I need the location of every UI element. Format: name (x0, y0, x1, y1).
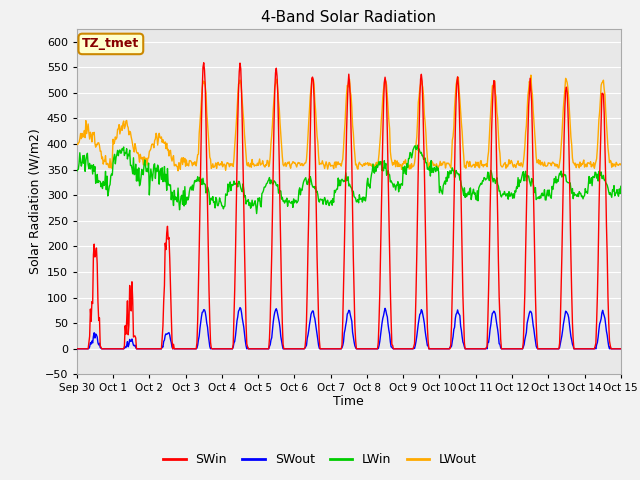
Y-axis label: Solar Radiation (W/m2): Solar Radiation (W/m2) (29, 129, 42, 275)
Legend: SWin, SWout, LWin, LWout: SWin, SWout, LWin, LWout (158, 448, 482, 471)
Text: TZ_tmet: TZ_tmet (82, 37, 140, 50)
X-axis label: Time: Time (333, 395, 364, 408)
Title: 4-Band Solar Radiation: 4-Band Solar Radiation (261, 10, 436, 25)
